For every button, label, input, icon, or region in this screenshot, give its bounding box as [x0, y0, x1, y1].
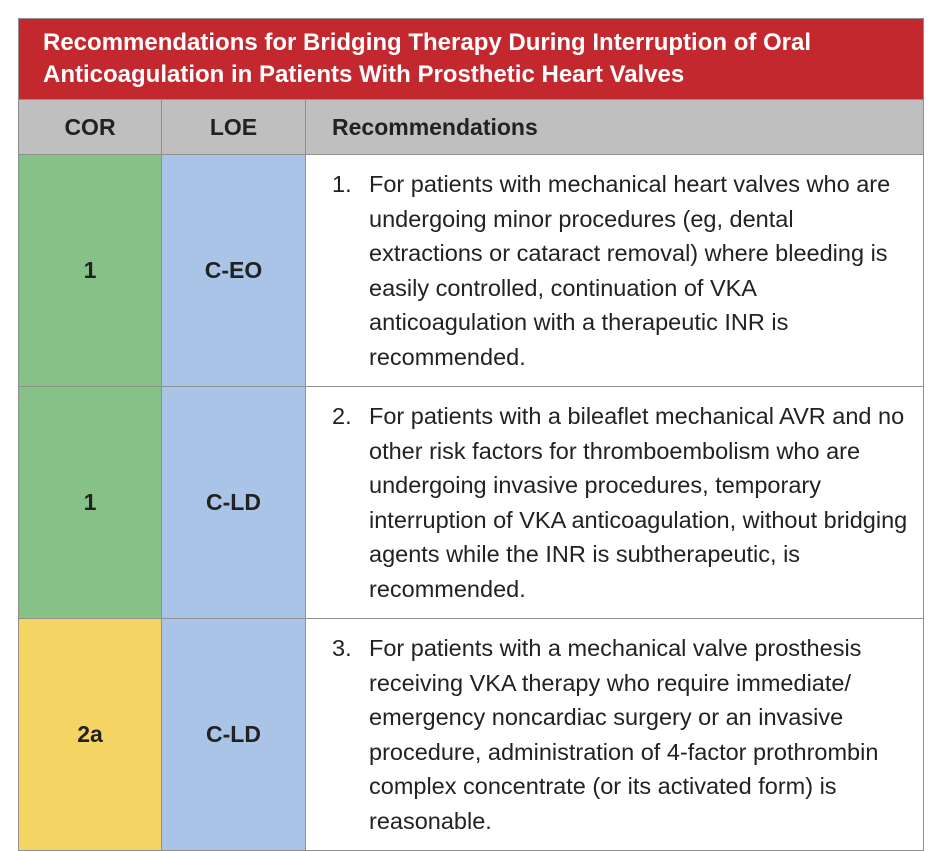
cor-cell: 1 [18, 386, 162, 619]
column-header: COR [18, 99, 162, 155]
recommendation-table: Recommendations for Bridging Therapy Dur… [18, 18, 924, 851]
cor-cell: 1 [18, 154, 162, 387]
recommendation: 2. For patients with a bileaflet mechanic… [332, 399, 913, 606]
loe-cell: C-LD [161, 386, 306, 619]
loe-cell: C-LD [161, 618, 306, 851]
recommendation-number: 2. [332, 403, 352, 429]
column-header: Recommendations [305, 99, 924, 155]
recommendation-text: For patients with mechanical heart valve… [369, 171, 891, 370]
table-row: 2a C-LD 3. For patients with a mechanical v… [18, 618, 924, 851]
recommendation-text: For patients with a mechanical valve pro… [369, 635, 879, 834]
recommendation: 1. For patients with mechanical heart val… [332, 167, 913, 374]
recommendation-number: 3. [332, 635, 352, 661]
table-title: Recommendations for Bridging Therapy Dur… [18, 18, 924, 100]
recommendation-cell: 1. For patients with mechanical heart val… [305, 154, 924, 387]
recommendation-number: 1. [332, 171, 352, 197]
table-body: 1 C-EO 1. For patients with mechanical hear… [18, 154, 924, 851]
recommendation: 3. For patients with a mechanical valve p… [332, 631, 913, 838]
table-row: 1 C-EO 1. For patients with mechanical hear… [18, 154, 924, 387]
table-head: Recommendations for Bridging Therapy Dur… [18, 18, 924, 155]
recommendation-cell: 2. For patients with a bileaflet mechanic… [305, 386, 924, 619]
table-row: 1 C-LD 2. For patients with a bileaflet mec… [18, 386, 924, 619]
recommendation-cell: 3. For patients with a mechanical valve p… [305, 618, 924, 851]
recommendation-text: For patients with a bileaflet mechanical… [369, 403, 908, 602]
loe-cell: C-EO [161, 154, 306, 387]
column-header: LOE [161, 99, 306, 155]
cor-cell: 2a [18, 618, 162, 851]
